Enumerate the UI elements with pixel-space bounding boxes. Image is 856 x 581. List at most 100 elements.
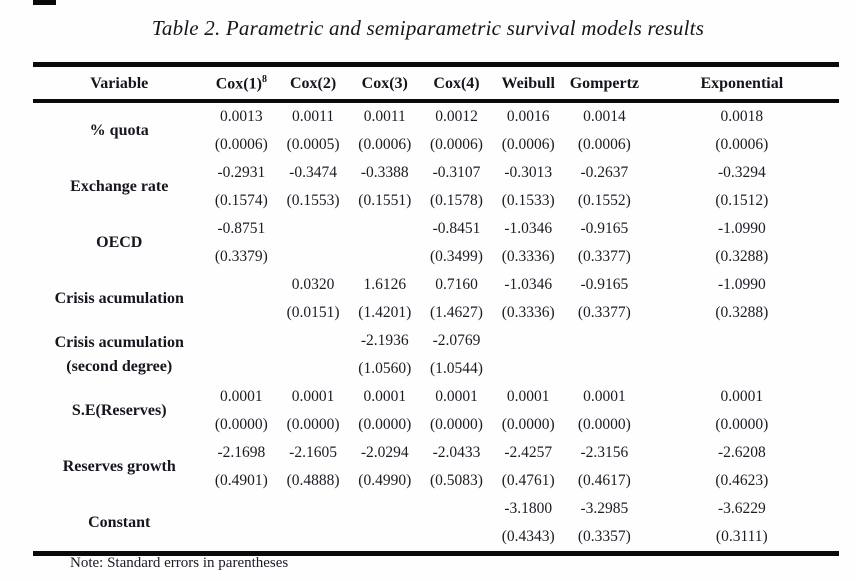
standard-error-cell: (0.3377): [577, 304, 631, 322]
column-header: Gompertz: [564, 62, 645, 104]
standard-error-cell: (0.1574): [214, 192, 268, 210]
standard-error-cell: (0.0000): [577, 416, 631, 434]
coefficient-row: % quota 0.0013 0.0011 0.0011 0.0012 0.0016 0.0…: [33, 101, 839, 139]
standard-error-cell: (0.0000): [501, 416, 555, 434]
standard-error-cell: (0.3379): [214, 248, 268, 266]
standard-error-cell: (0.0006): [501, 136, 555, 154]
coefficient-row: Constant -3.1800 -3.2985 -3.6229: [33, 495, 839, 531]
coefficient-row: Reserves growth -2.1698 -2.1605 -2.0294 -2.0…: [33, 439, 839, 475]
standard-error-cell: [277, 523, 349, 554]
standard-error-cell: (0.5083): [430, 472, 483, 490]
coefficient-cell: -0.8751: [217, 220, 266, 238]
standard-error-cell: [349, 243, 421, 271]
coefficient-cell: [564, 327, 645, 355]
coefficient-cell: 0.0011: [292, 108, 335, 126]
coefficient-cell: -2.6208: [717, 444, 766, 462]
standard-error-cell: (0.0006): [577, 136, 631, 154]
standard-error-cell: (0.0006): [430, 136, 483, 154]
coefficient-cell: -1.0346: [504, 220, 553, 238]
standard-error-cell: (0.1552): [577, 192, 631, 210]
standard-error-cell: [205, 355, 277, 383]
standard-error-cell: (0.4761): [501, 472, 555, 490]
coefficient-cell: -0.9165: [580, 220, 629, 238]
coefficient-cell: 0.0014: [583, 108, 626, 126]
row-label: Crisis acumulation: [54, 290, 184, 308]
standard-error-cell: (1.4201): [358, 304, 412, 322]
coefficient-cell: 0.0018: [720, 108, 764, 126]
row-label: Constant: [88, 514, 151, 532]
standard-error-cell: (0.3288): [715, 304, 769, 322]
coefficient-row: Crisis acumulation (second degree) -2.1936…: [33, 327, 839, 375]
coefficient-cell: -2.0433: [432, 444, 481, 462]
standard-error-cell: (0.3357): [577, 528, 631, 546]
standard-error-cell: (0.0000): [214, 416, 268, 434]
table-title: Table 2. Parametric and semiparametric s…: [151, 16, 705, 40]
coefficient-cell: -2.1698: [217, 444, 266, 462]
standard-error-row: (0.4901) (0.4888) (0.4990) (0.5083) (0.4761)…: [33, 467, 839, 495]
coefficient-cell: -2.1936: [360, 332, 409, 350]
coefficient-cell: 1.6126: [363, 276, 407, 294]
standard-error-cell: [421, 523, 493, 554]
coefficient-cell: -1.0346: [504, 276, 553, 294]
standard-error-row: (0.0006) (0.0005) (0.0006) (0.0006) (0.0006)…: [33, 131, 839, 159]
coefficient-cell: -0.3388: [360, 164, 409, 182]
coefficient-cell: 0.0016: [506, 108, 550, 126]
standard-error-cell: (0.1512): [715, 192, 769, 210]
row-label: Crisis acumulation (second degree): [54, 334, 184, 376]
coefficient-cell: [492, 327, 564, 355]
standard-error-cell: [492, 355, 564, 383]
row-label: S.E(Reserves): [71, 402, 167, 420]
coefficient-cell: -2.4257: [504, 444, 553, 462]
standard-error-cell: (0.0000): [358, 416, 412, 434]
standard-error-cell: (0.3336): [501, 304, 555, 322]
standard-error-row: (0.3379) (0.3499) (0.3336) (0.3377) (0.3288): [33, 243, 839, 271]
coefficient-cell: -3.6229: [717, 500, 766, 518]
coefficient-cell: [349, 495, 421, 523]
coefficient-cell: -0.2931: [217, 164, 266, 182]
coefficient-cell: [277, 495, 349, 523]
table-body: % quota 0.0013 0.0011 0.0011 0.0012 0.0016 0.0…: [33, 101, 839, 554]
coefficient-cell: -0.3107: [432, 164, 481, 182]
coefficient-cell: [277, 215, 349, 243]
standard-error-row: (1.0560) (1.0544): [33, 355, 839, 383]
column-header: Cox(3): [348, 62, 421, 104]
standard-error-cell: (0.0000): [715, 416, 769, 434]
coefficient-cell: [205, 327, 277, 355]
coefficient-cell: 0.0001: [506, 388, 550, 406]
standard-error-cell: [645, 355, 839, 383]
row-label: % quota: [89, 122, 149, 140]
coefficient-cell: -0.3013: [504, 164, 553, 182]
coefficient-cell: 0.7160: [435, 276, 478, 294]
coefficient-cell: 0.0001: [363, 388, 407, 406]
standard-error-cell: (0.0000): [286, 416, 340, 434]
standard-error-cell: [205, 299, 277, 327]
coefficient-cell: -0.8451: [432, 220, 481, 238]
column-header: Variable: [33, 62, 206, 104]
standard-error-cell: (0.0151): [286, 304, 340, 322]
standard-error-cell: (0.4990): [358, 472, 412, 490]
coefficient-cell: [205, 271, 277, 299]
standard-error-cell: (0.3288): [715, 248, 769, 266]
coefficient-cell: 0.0012: [435, 108, 478, 126]
coefficient-cell: [349, 215, 421, 243]
standard-error-cell: (0.1551): [358, 192, 412, 210]
column-header: Cox(2): [277, 62, 349, 104]
standard-error-cell: (0.0006): [214, 136, 268, 154]
coefficient-cell: 0.0001: [291, 388, 335, 406]
header-superscript: 8: [261, 74, 267, 85]
standard-error-cell: (0.3499): [430, 248, 483, 266]
standard-error-cell: (0.0005): [286, 136, 340, 154]
coefficient-cell: 0.0320: [291, 276, 335, 294]
standard-error-cell: (0.1578): [430, 192, 483, 210]
coefficient-cell: -3.2985: [580, 500, 629, 518]
coefficient-cell: -2.0294: [360, 444, 409, 462]
standard-error-row: (0.0151) (1.4201) (1.4627) (0.3336) (0.3377)…: [33, 299, 839, 327]
results-table: Variable Cox(1)8 Cox(2) Cox(3) Cox(4) Weibull…: [33, 62, 839, 557]
standard-error-cell: (0.4901): [214, 472, 268, 490]
coefficient-cell: -0.9165: [580, 276, 629, 294]
coefficient-cell: 0.0013: [220, 108, 263, 126]
standard-error-cell: [564, 355, 645, 383]
row-label: OECD: [96, 234, 143, 252]
standard-error-cell: (1.0560): [358, 360, 412, 378]
